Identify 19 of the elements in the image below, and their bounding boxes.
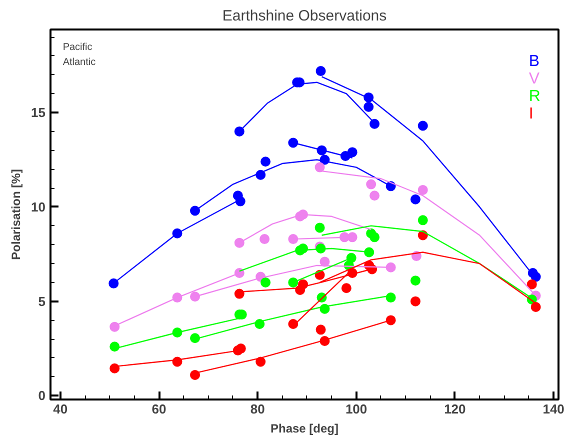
x-tick-label: 40 xyxy=(53,402,68,416)
y-tick-label: 10 xyxy=(31,199,46,214)
y-tick-label: 15 xyxy=(31,105,46,120)
x-axis-title: Phase [deg] xyxy=(270,422,339,436)
chart-title: Earthshine Observations xyxy=(222,8,387,24)
x-tick-label: 100 xyxy=(345,402,368,416)
annotation: Pacific xyxy=(62,42,92,53)
x-tick-label: 80 xyxy=(250,402,265,416)
text: I xyxy=(528,105,534,122)
y-tick-label: 5 xyxy=(38,294,46,309)
text: V xyxy=(528,70,540,88)
x-tick-label: 140 xyxy=(542,402,564,416)
x-tick-label: 60 xyxy=(152,402,166,416)
x-tick-label: 120 xyxy=(444,402,466,416)
y-axis-title: Polarisation [%] xyxy=(9,169,24,260)
text: B xyxy=(528,53,540,70)
y-tick-label: 0 xyxy=(38,388,46,404)
annotation: Atlantic xyxy=(62,56,96,68)
text: R xyxy=(528,88,540,105)
